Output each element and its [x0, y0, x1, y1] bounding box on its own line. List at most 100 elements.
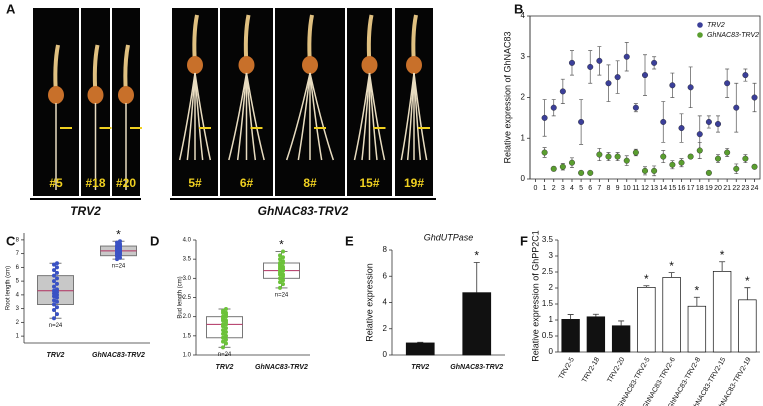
annotation: * — [116, 227, 121, 241]
point — [705, 169, 712, 176]
point — [751, 94, 758, 101]
legend-marker — [697, 22, 703, 28]
x-tick-label: GhNAC83-TRV2 — [255, 364, 308, 371]
point — [118, 242, 122, 246]
y-tick-label: 5 — [16, 279, 20, 285]
x-tick-label: 7 — [597, 185, 601, 192]
seed — [238, 56, 255, 74]
root — [368, 72, 386, 161]
point — [742, 72, 749, 79]
y-tick-label: 4 — [521, 11, 526, 20]
annotation: * — [474, 249, 479, 263]
y-tick-label: 6 — [383, 271, 388, 280]
point — [669, 161, 676, 168]
root — [194, 72, 212, 161]
point — [52, 279, 56, 284]
bar — [687, 305, 707, 353]
x-tick-label: 6 — [588, 185, 592, 192]
x-tick-label: 10 — [623, 185, 631, 192]
seed — [361, 56, 378, 74]
point — [541, 149, 548, 156]
x-tick-label: 23 — [741, 185, 749, 192]
error-bar — [668, 272, 675, 278]
y-tick-label: 0.5 — [542, 331, 554, 340]
point — [118, 255, 122, 260]
point — [52, 284, 56, 289]
panel-label: E — [345, 233, 354, 248]
y-tick-label: 2.5 — [542, 267, 554, 276]
point — [281, 272, 285, 277]
y-tick-label: 3.5 — [542, 235, 554, 244]
point — [52, 273, 56, 278]
y-tick-label: 3 — [16, 306, 20, 312]
x-tick-label: 24 — [751, 185, 759, 192]
y-tick-label: 3.0 — [183, 276, 192, 282]
y-tick-label: 0 — [521, 174, 526, 183]
point — [278, 285, 282, 290]
point — [55, 281, 59, 286]
point — [568, 59, 575, 66]
x-tick-label: 18 — [696, 185, 704, 192]
point — [55, 299, 59, 304]
point — [724, 80, 731, 87]
point — [715, 120, 722, 127]
x-tick-label: 3 — [561, 185, 565, 192]
x-tick-label: 20 — [714, 185, 722, 192]
y-tick-label: 8 — [383, 245, 388, 254]
point — [52, 291, 56, 296]
root — [245, 72, 257, 161]
point — [281, 259, 285, 264]
x-tick-label: TRV2 — [411, 364, 429, 371]
error-bar — [643, 285, 650, 288]
x-tick-label: 5 — [579, 185, 583, 192]
y-tick-label: 1 — [16, 334, 20, 340]
point — [278, 280, 282, 285]
x-tick-label: 21 — [723, 185, 731, 192]
point — [52, 302, 56, 307]
y-tick-label: 2.0 — [183, 314, 192, 320]
annotation: * — [695, 283, 700, 297]
point — [614, 153, 621, 160]
point — [52, 298, 56, 303]
photo-label: 15# — [359, 176, 379, 190]
point — [751, 163, 758, 170]
y-tick-label: 2 — [383, 324, 388, 333]
point — [596, 151, 603, 158]
point — [724, 149, 731, 156]
point — [281, 264, 285, 269]
point — [605, 153, 612, 160]
y-tick-label: 1.5 — [183, 333, 192, 339]
error-bar — [744, 287, 751, 300]
point — [115, 240, 119, 245]
bar — [561, 319, 580, 353]
point — [623, 157, 630, 164]
y-tick-label: 7 — [16, 251, 20, 257]
annotation: * — [279, 238, 284, 252]
x-tick-label: 12 — [641, 185, 649, 192]
panel-label: A — [6, 1, 16, 16]
point — [224, 330, 228, 334]
point — [221, 345, 225, 350]
root — [413, 72, 428, 161]
point — [118, 239, 122, 244]
point — [687, 153, 694, 160]
error-bar — [693, 296, 700, 307]
point — [55, 305, 59, 310]
bar — [738, 299, 757, 353]
annotation: * — [644, 272, 649, 286]
x-tick-label: 4 — [570, 185, 574, 192]
point — [55, 290, 59, 295]
plot-frame — [529, 15, 761, 180]
point — [733, 104, 740, 111]
legend-marker — [697, 32, 703, 38]
y-tick-label: 2 — [521, 93, 526, 102]
y-tick-label: 8 — [16, 237, 20, 243]
point — [224, 333, 228, 338]
x-tick-label: 0 — [534, 185, 538, 192]
group-label: GhNAC83-TRV2 — [258, 204, 349, 218]
x-tick-label: TRV2-20 — [606, 356, 626, 384]
y-tick-label: 2.5 — [183, 295, 192, 301]
seed — [302, 56, 318, 74]
point — [55, 265, 59, 270]
legend-label: TRV2 — [707, 22, 725, 29]
